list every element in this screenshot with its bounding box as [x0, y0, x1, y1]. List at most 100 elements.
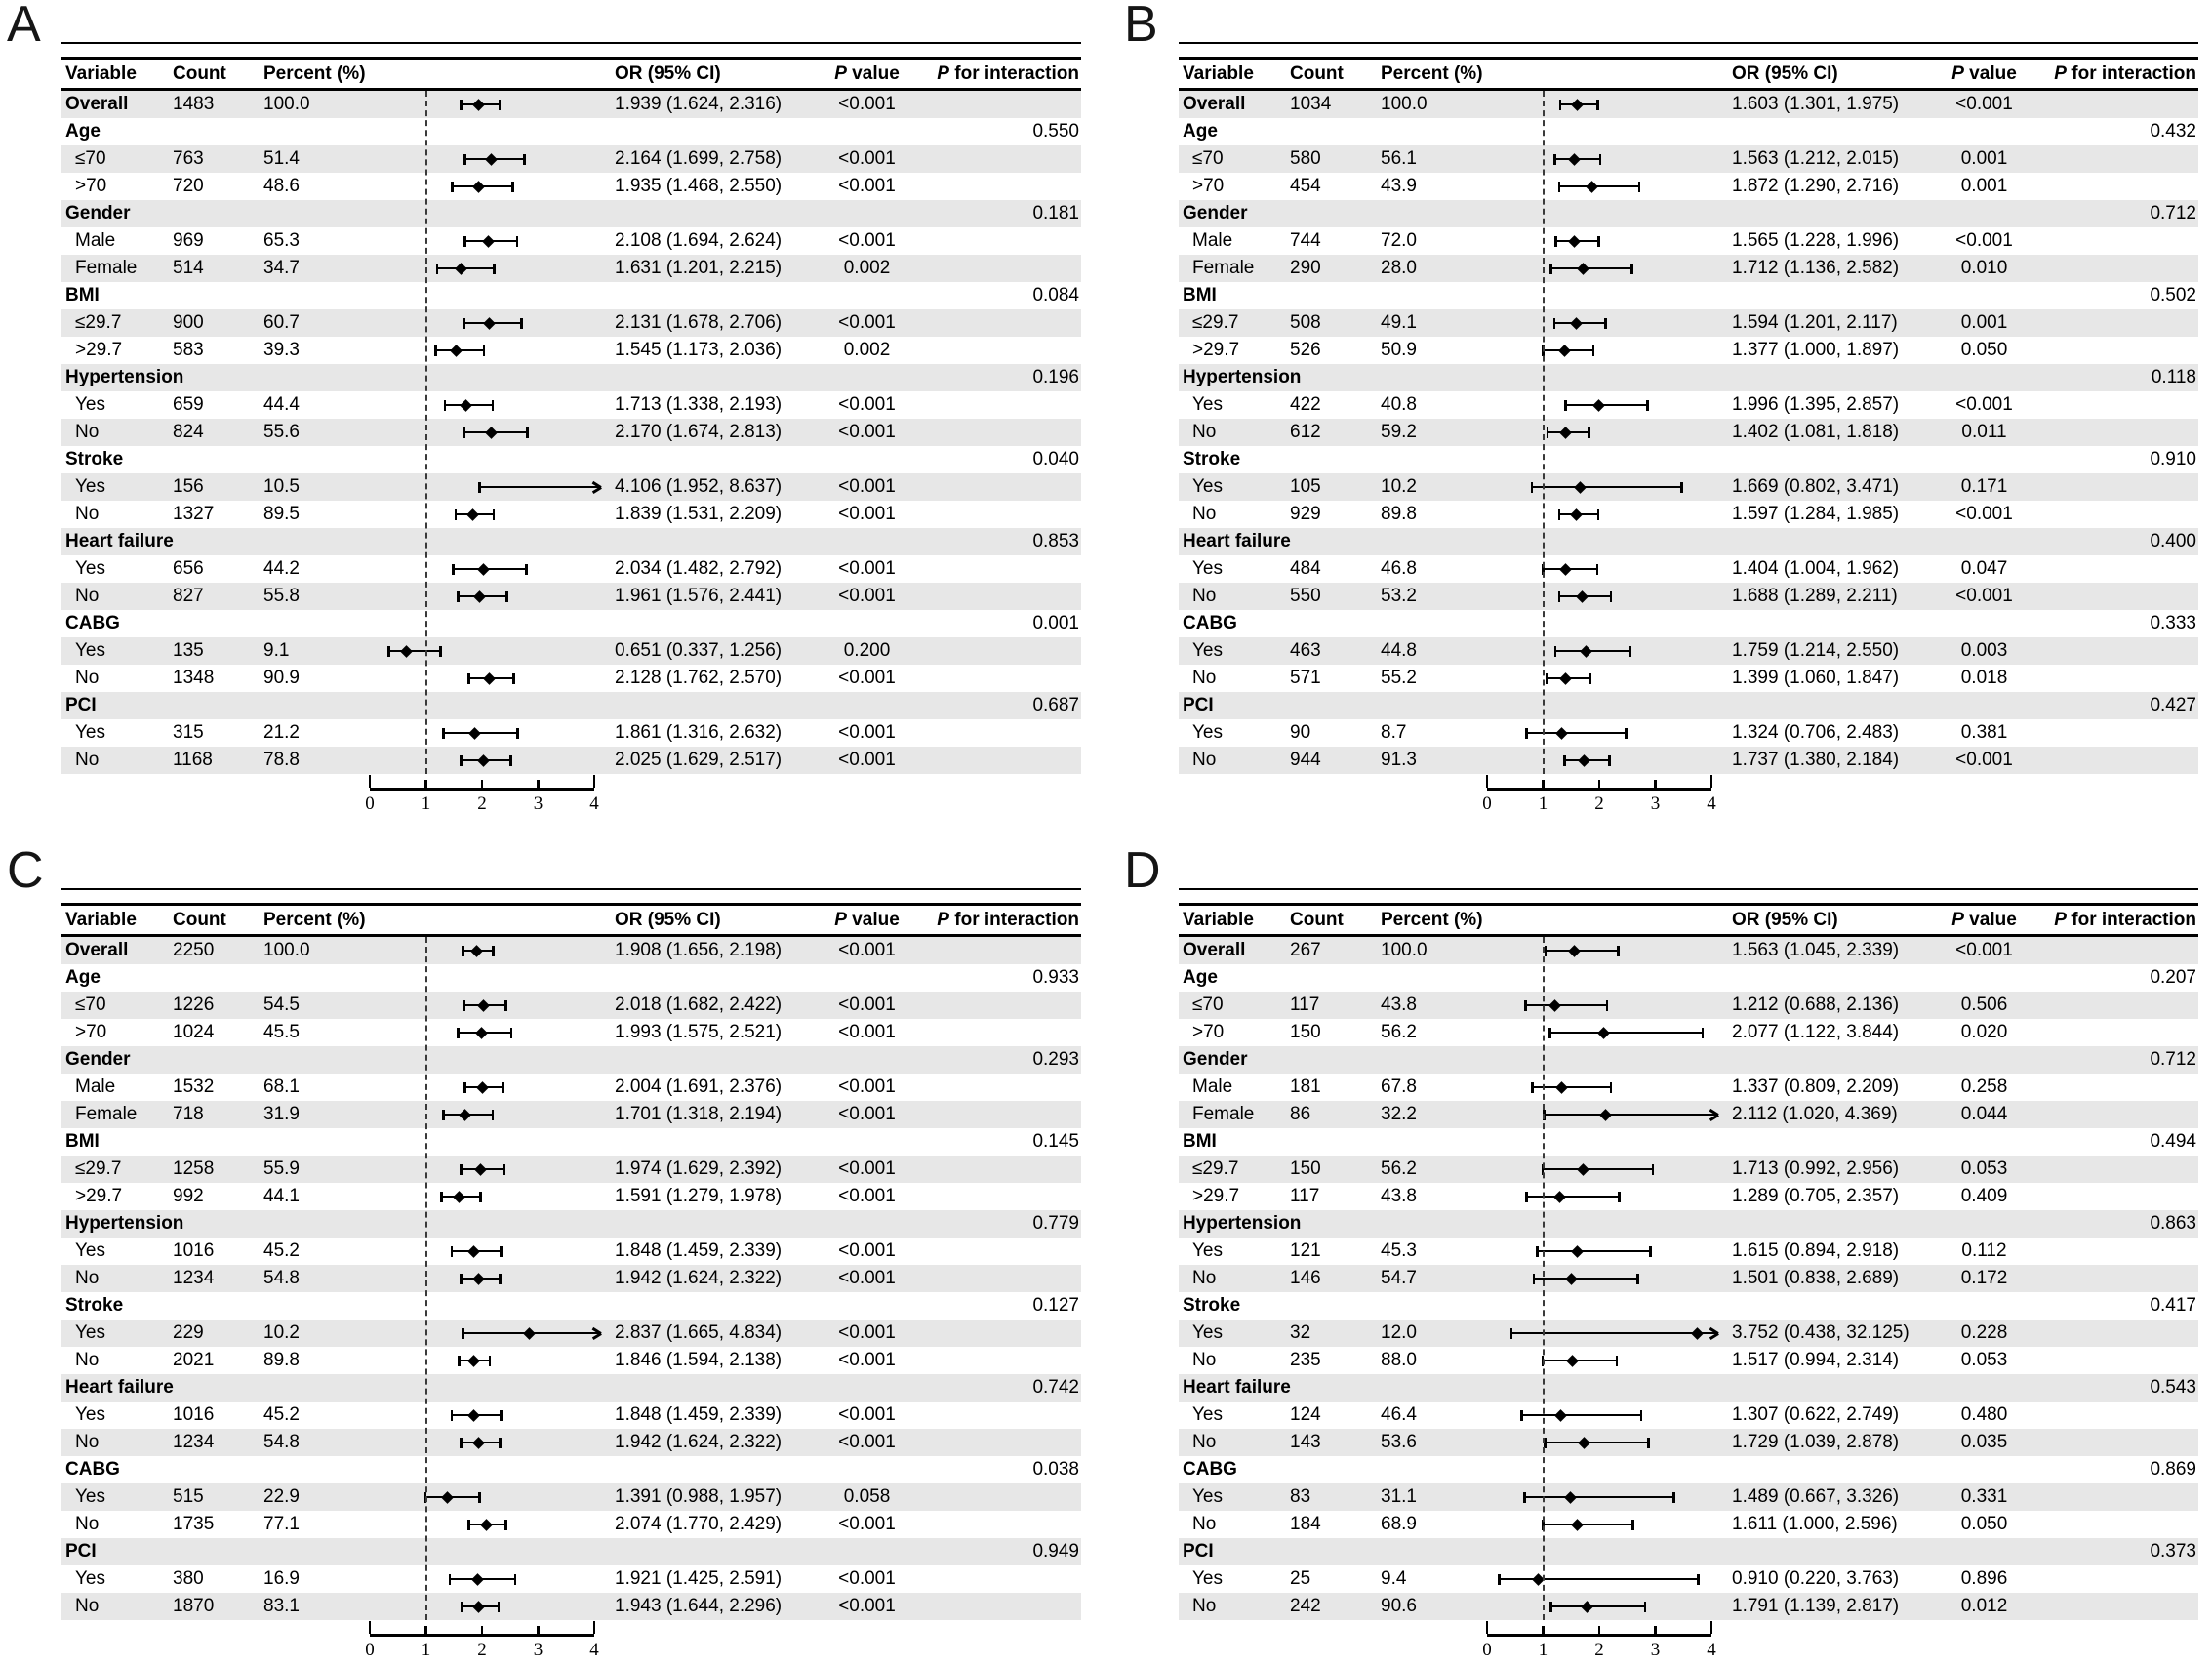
- ci-cap-right: [1617, 945, 1620, 956]
- panel-c-label: C: [7, 842, 44, 899]
- axis-tick: [1485, 1621, 1489, 1634]
- count-value: 1735: [173, 1514, 215, 1534]
- panel-b-label: B: [1124, 0, 1158, 53]
- axis-tick-label: 3: [1650, 1640, 1661, 1660]
- p-value: 0.018: [1960, 668, 2008, 688]
- percent-value: 56.1: [1381, 148, 1417, 169]
- ci-cap-right: [1701, 1027, 1705, 1038]
- forest-plot-cell: [1481, 1101, 1723, 1128]
- forest-plot-cell: [1481, 1402, 1723, 1429]
- p-value: <0.001: [1955, 394, 2013, 415]
- ci-cap-left: [1531, 1081, 1534, 1093]
- or-ci-text: 2.025 (1.629, 2.517): [615, 750, 783, 770]
- p-value: <0.001: [838, 1077, 896, 1097]
- row-label: PCI: [1183, 695, 1214, 715]
- subgroup-header-row: Age 0.933: [61, 964, 1081, 992]
- p-interaction-value: 0.084: [1032, 285, 1079, 305]
- row-label: Gender: [1183, 203, 1248, 223]
- axis-tick: [368, 775, 372, 788]
- ci-cap-left: [1549, 263, 1552, 274]
- forest-data-row: Female 718 31.9 1.701 (1.318, 2.194) <0.001: [61, 1101, 1081, 1128]
- p-value: <0.001: [838, 1022, 896, 1042]
- or-diamond: [1592, 398, 1606, 412]
- ci-line: [1543, 1523, 1633, 1526]
- subgroup-header-row: Heart failure 0.543: [1179, 1374, 2198, 1402]
- ci-cap-right: [1647, 1437, 1650, 1448]
- forest-data-row: Overall 267 100.0 1.563 (1.045, 2.339) <0.00…: [1179, 937, 2198, 964]
- or-ci-text: 1.307 (0.622, 2.749): [1732, 1404, 1900, 1425]
- row-label: Female: [75, 1104, 138, 1124]
- count-value: 290: [1290, 258, 1321, 278]
- forest-data-row: ≤70 763 51.4 2.164 (1.699, 2.758) <0.001: [61, 145, 1081, 173]
- forest-rows: Overall 267 100.0 1.563 (1.045, 2.339) <0.00…: [1179, 937, 2198, 1620]
- axis-tick: [480, 1626, 484, 1634]
- ci-cap-right: [1639, 1409, 1643, 1421]
- ci-line: [388, 649, 441, 653]
- ci-cap-left: [1548, 1027, 1551, 1038]
- ci-cap-right: [479, 1191, 483, 1202]
- ci-cap-left: [1498, 1573, 1501, 1585]
- forest-data-row: >70 1024 45.5 1.993 (1.575, 2.521) <0.001: [61, 1019, 1081, 1046]
- p-value: <0.001: [838, 750, 896, 770]
- or-ci-text: 1.974 (1.629, 2.392): [615, 1158, 783, 1179]
- percent-value: 83.1: [263, 1596, 300, 1616]
- col-header-or: OR (95% CI): [615, 62, 721, 84]
- row-label: Hypertension: [1183, 367, 1302, 387]
- p-value: <0.001: [838, 1350, 896, 1370]
- row-label: No: [1192, 1268, 1217, 1288]
- forest-plot-cell: [1481, 337, 1723, 364]
- forest-plot-cell: [1481, 1156, 1723, 1183]
- col-header-p-value: P value: [1951, 62, 2017, 84]
- count-value: 463: [1290, 640, 1321, 661]
- or-diamond: [483, 316, 496, 330]
- or-ci-text: 2.074 (1.770, 2.429): [615, 1514, 783, 1534]
- forest-plot-cell: [364, 1320, 606, 1347]
- p-interaction-value: 0.038: [1032, 1459, 1079, 1480]
- ci-cap-right: [509, 754, 513, 766]
- or-ci-text: 1.563 (1.045, 2.339): [1732, 940, 1900, 960]
- forest-data-row: >29.7 526 50.9 1.377 (1.000, 1.897) 0.050: [1179, 337, 2198, 364]
- row-label: Overall: [65, 94, 129, 114]
- forest-plot-cell: [364, 719, 606, 747]
- ci-cap-right: [1636, 1273, 1639, 1284]
- or-ci-text: 2.018 (1.682, 2.422): [615, 995, 783, 1015]
- ci-cap-right: [491, 399, 495, 411]
- or-diamond: [1577, 262, 1589, 275]
- p-interaction-value: 0.127: [1032, 1295, 1079, 1316]
- ci-cap-right: [1588, 427, 1590, 438]
- or-diamond: [472, 1436, 486, 1449]
- col-header-variable: Variable: [1183, 62, 1254, 84]
- ci-cap-left: [1557, 590, 1561, 602]
- forest-plot-cell: [364, 1483, 606, 1511]
- top-rule-thin: [1179, 888, 2198, 890]
- row-label: No: [1192, 668, 1217, 688]
- ci-line: [1544, 1113, 1718, 1117]
- forest-data-row: Male 1532 68.1 2.004 (1.691, 2.376) <0.001: [61, 1074, 1081, 1101]
- forest-plot-cell: [1481, 1429, 1723, 1456]
- count-value: 1870: [173, 1596, 215, 1616]
- or-ci-text: 1.861 (1.316, 2.632): [615, 722, 783, 743]
- row-label: Gender: [1183, 1049, 1248, 1070]
- ci-cap-right: [1615, 1355, 1619, 1366]
- row-label: No: [75, 750, 100, 770]
- top-rule-thin: [61, 42, 1081, 44]
- subgroup-header-row: Heart failure 0.853: [61, 528, 1081, 555]
- forest-data-row: No 929 89.8 1.597 (1.284, 1.985) <0.001: [1179, 501, 2198, 528]
- subgroup-header-row: Hypertension 0.118: [1179, 364, 2198, 391]
- or-diamond: [1570, 316, 1584, 330]
- ci-cap-right: [493, 263, 496, 274]
- ci-cap-left: [463, 235, 466, 247]
- p-value: <0.001: [838, 504, 896, 524]
- percent-value: 89.8: [1381, 504, 1417, 524]
- ci-cap-left: [1525, 727, 1528, 739]
- forest-data-row: No 235 88.0 1.517 (0.994, 2.314) 0.053: [1179, 1347, 2198, 1374]
- count-value: 2250: [173, 940, 215, 960]
- row-label: No: [1192, 586, 1217, 606]
- or-diamond: [474, 1162, 487, 1176]
- count-value: 1234: [173, 1268, 215, 1288]
- percent-value: 49.1: [1381, 312, 1417, 333]
- or-diamond: [476, 998, 490, 1012]
- ci-line: [1543, 1359, 1618, 1362]
- forest-plot-cell: [1481, 1347, 1723, 1374]
- percent-value: 46.8: [1381, 558, 1417, 579]
